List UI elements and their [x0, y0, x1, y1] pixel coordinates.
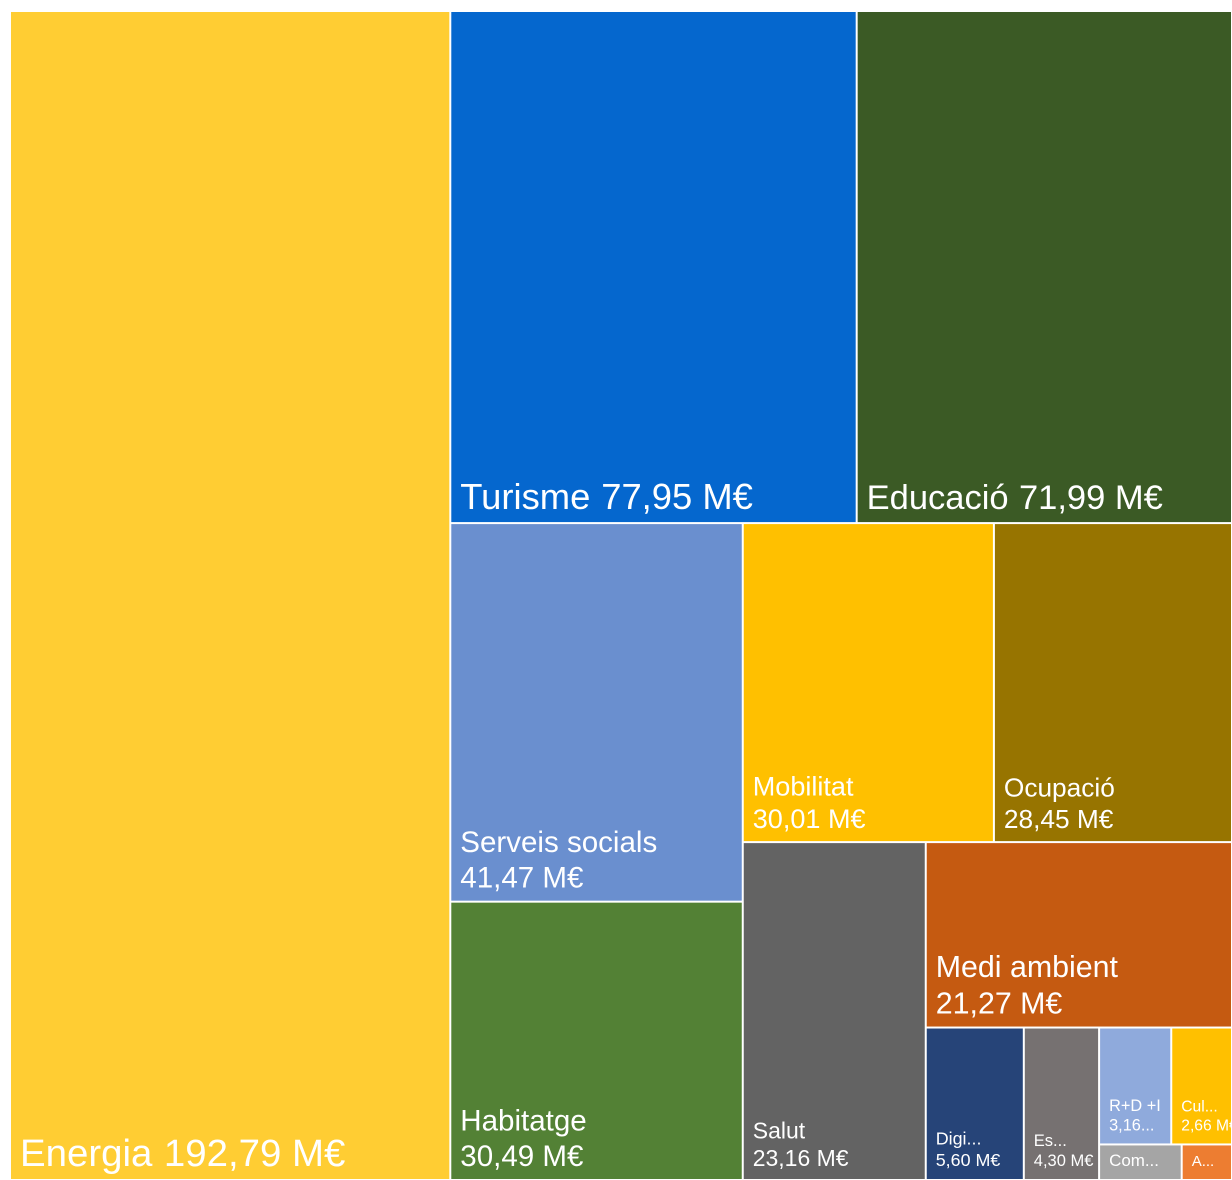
- tile: [1100, 1028, 1171, 1144]
- tile-label: Turisme 77,95 M€: [460, 476, 753, 517]
- tile-label: Mobilitat 30,01 M€: [753, 772, 866, 834]
- category-name: Ocupació: [1004, 773, 1115, 803]
- value-label: 192,79 M€: [164, 1132, 346, 1175]
- value-label: 28,45 M€: [1004, 804, 1114, 834]
- tile-label: Habitatge 30,49 M€: [460, 1105, 586, 1173]
- value-label: 23,16 M€: [753, 1145, 849, 1171]
- value-label: 21,27 M€: [936, 988, 1063, 1021]
- value-label: 41,47 M€: [460, 862, 583, 895]
- category-name: Energia: [20, 1132, 153, 1175]
- value-label: 4,30 M€: [1034, 1152, 1094, 1170]
- category-name: R+D +I: [1109, 1097, 1161, 1115]
- value-label: 5,60 M€: [936, 1150, 1001, 1170]
- category-name: Educació: [867, 479, 1009, 517]
- tile: [743, 843, 925, 1179]
- tile: [926, 843, 1231, 1027]
- tile-label: Medi ambient 21,27 M€: [936, 951, 1119, 1020]
- tile: [857, 12, 1231, 523]
- category-name: A...: [1192, 1153, 1215, 1170]
- tile: [1024, 1028, 1099, 1179]
- value-label: 3,16...: [1109, 1116, 1154, 1134]
- value-label: 77,95 M€: [601, 476, 753, 517]
- tile: [994, 524, 1231, 842]
- tile: [451, 902, 742, 1179]
- tile-label: Es... 4,30 M€: [1034, 1132, 1094, 1170]
- tile-label: Energia 192,79 M€: [20, 1132, 345, 1175]
- tile-label: Educació 71,99 M€: [867, 479, 1163, 517]
- tile-label: A...: [1192, 1153, 1215, 1170]
- category-name: Es...: [1034, 1132, 1067, 1150]
- tile-label: Ocupació 28,45 M€: [1004, 773, 1115, 835]
- tile: [926, 1028, 1023, 1179]
- category-name: Turisme: [460, 476, 590, 517]
- value-label: 30,49 M€: [460, 1140, 583, 1173]
- tile: [11, 12, 450, 1179]
- value-label: 2,66 M€: [1181, 1117, 1232, 1134]
- category-name: Habitatge: [460, 1105, 586, 1138]
- tile: [743, 524, 993, 842]
- tile: [1182, 1145, 1231, 1179]
- category-name: Digi...: [936, 1129, 982, 1149]
- category-name: Medi ambient: [936, 951, 1119, 984]
- category-name: Cul...: [1181, 1099, 1217, 1116]
- category-name: Salut: [753, 1117, 806, 1143]
- tile: [451, 524, 742, 901]
- value-label: 71,99 M€: [1019, 479, 1163, 517]
- value-label: 30,01 M€: [753, 804, 866, 834]
- category-name: Com...: [1109, 1151, 1159, 1170]
- tile-label: Com...: [1109, 1151, 1159, 1170]
- tile-label: Digi... 5,60 M€: [936, 1129, 1001, 1170]
- tile-label: Serveis socials 41,47 M€: [460, 826, 657, 894]
- category-name: Mobilitat: [753, 772, 854, 802]
- tile-label: R+D +I 3,16...: [1109, 1097, 1161, 1135]
- tile-label: Salut 23,16 M€: [753, 1117, 849, 1171]
- tile-label: Cul...2,66 M€: [1181, 1099, 1232, 1135]
- tile: [1100, 1145, 1181, 1179]
- tile: [451, 12, 856, 523]
- category-name: Serveis socials: [460, 826, 657, 859]
- tile: [1172, 1028, 1231, 1144]
